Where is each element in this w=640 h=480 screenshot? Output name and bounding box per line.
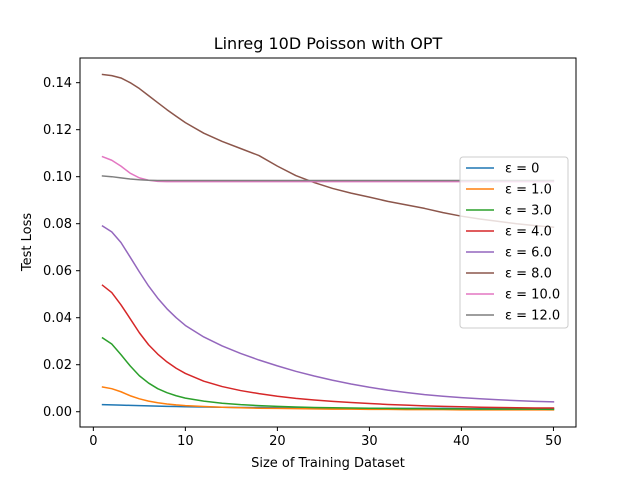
legend-label-6: ε = 10.0 [505, 288, 560, 303]
legend-label-1: ε = 1.0 [505, 183, 552, 198]
y-tick-label: 0.00 [43, 405, 72, 420]
series-line-3 [101, 284, 555, 409]
legend-label-2: ε = 3.0 [505, 204, 552, 219]
legend-label-0: ε = 0 [505, 162, 539, 177]
y-tick-label: 0.02 [43, 358, 72, 373]
x-axis-label: Size of Training Dataset [251, 456, 405, 471]
legend-label-5: ε = 8.0 [505, 267, 552, 282]
x-tick-label: 50 [545, 434, 562, 449]
x-tick-label: 30 [361, 434, 378, 449]
series-line-4 [101, 225, 555, 403]
x-axis-ticks: 0 10 20 30 40 50 [89, 427, 562, 449]
plot-frame [79, 57, 577, 428]
y-tick-label: 0.10 [43, 170, 72, 185]
series-line-2 [101, 336, 555, 411]
legend-label-4: ε = 6.0 [505, 246, 552, 261]
y-axis-label: Test Loss [20, 213, 35, 272]
y-tick-label: 0.12 [43, 123, 72, 138]
legend: ε = 0 ε = 1.0 ε = 3.0 ε = 4.0 ε = 6.0 ε = 8.0… [459, 156, 569, 329]
legend-box [459, 156, 569, 329]
y-tick-label: 0.04 [43, 311, 72, 326]
legend-label-7: ε = 12.0 [505, 309, 560, 324]
x-tick-label: 10 [177, 434, 194, 449]
chart-title: Linreg 10D Poisson with OPT [214, 34, 443, 53]
x-tick-label: 20 [269, 434, 286, 449]
x-tick-label: 0 [89, 434, 97, 449]
legend-label-3: ε = 4.0 [505, 225, 552, 240]
x-tick-label: 40 [453, 434, 470, 449]
y-tick-label: 0.08 [43, 217, 72, 232]
series-line-1 [101, 386, 555, 411]
y-tick-label: 0.06 [43, 264, 72, 279]
y-tick-label: 0.14 [43, 76, 72, 91]
y-axis-ticks: 0.00 0.02 0.04 0.06 0.08 0.10 0.12 0.14 [43, 76, 80, 420]
